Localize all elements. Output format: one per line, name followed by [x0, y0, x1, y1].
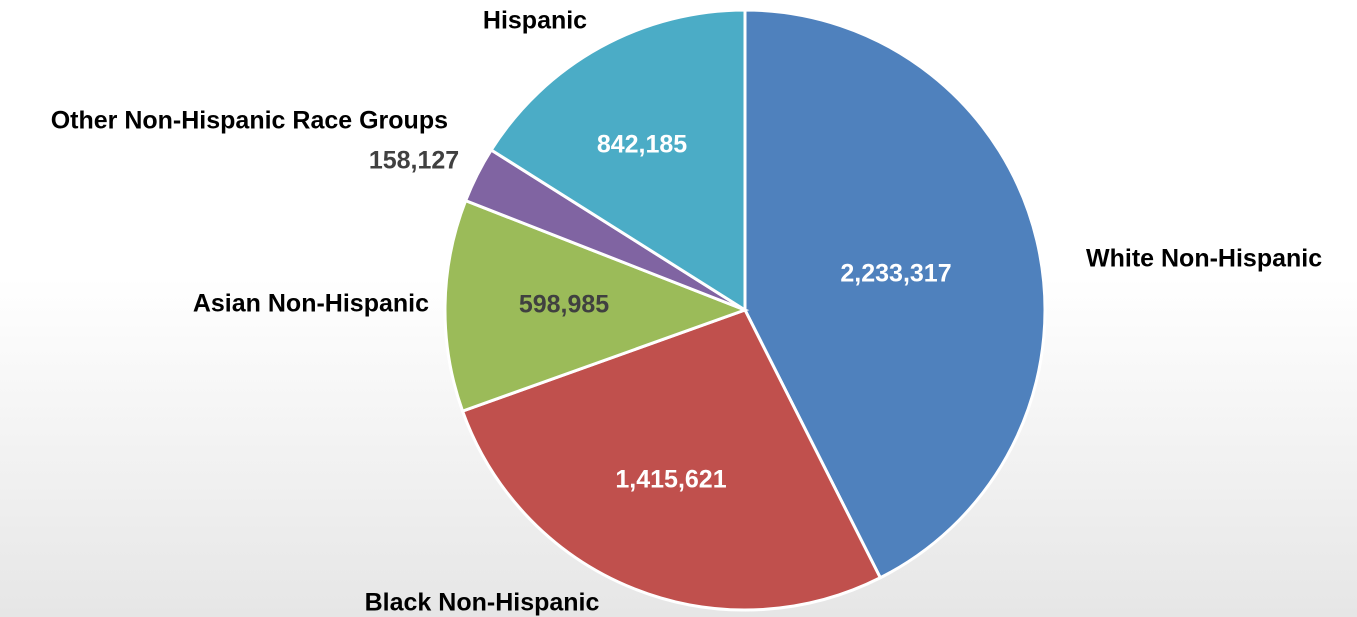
value-labels: 2,233,317 1,415,621 598,985 158,127 842,185 — [369, 131, 952, 494]
pie-slices — [443, 8, 1047, 612]
pie-slice-asian-non-hispanic — [443, 198, 750, 414]
category-labels: White Non-Hispanic Black Non-Hispanic As… — [51, 7, 1323, 617]
value-label-white-non-hispanic: 2,233,317 — [840, 260, 951, 288]
category-label-hispanic: Hispanic — [483, 7, 587, 35]
pie-slice-hispanic — [489, 8, 747, 313]
value-label-black-non-hispanic: 1,415,621 — [615, 466, 726, 494]
pie-slice-white-non-hispanic — [743, 8, 1047, 580]
category-label-black-non-hispanic: Black Non-Hispanic — [365, 589, 600, 617]
value-label-hispanic: 842,185 — [597, 131, 687, 159]
category-label-asian-non-hispanic: Asian Non-Hispanic — [193, 290, 429, 318]
category-label-white-non-hispanic: White Non-Hispanic — [1086, 245, 1322, 273]
value-label-other-non-hispanic: 158,127 — [369, 147, 459, 175]
value-label-asian-non-hispanic: 598,985 — [519, 291, 609, 319]
pie-slice-black-non-hispanic — [460, 308, 883, 612]
category-label-other-non-hispanic: Other Non-Hispanic Race Groups — [51, 107, 448, 135]
